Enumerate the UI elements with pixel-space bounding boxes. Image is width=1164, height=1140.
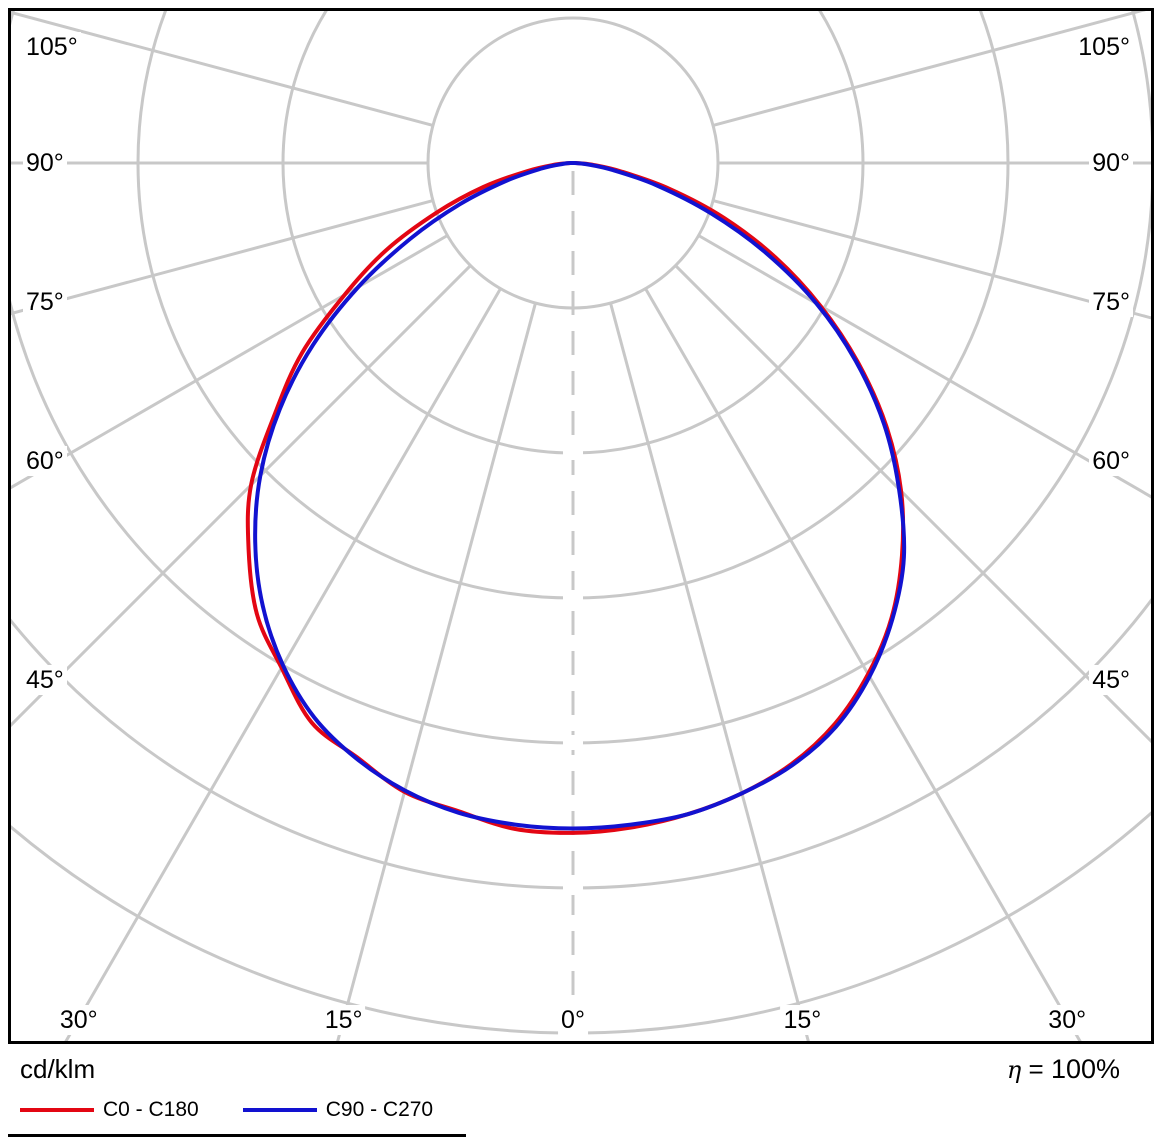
chart-footer: cd/klm η = 100% C0 - C180 C90 - C270: [8, 1054, 1154, 1137]
grid-radial-line: [712, 199, 1151, 320]
grid-radial-line: [11, 11, 434, 127]
ring-value-box: [563, 445, 583, 460]
grid-radial-line: [64, 287, 502, 1041]
legend-series-name: C90 - C270: [325, 1098, 434, 1121]
grid-radial-line: [644, 287, 1082, 1041]
legend-series-name: C0 - C180: [103, 1098, 199, 1121]
grid-radial-line: [11, 199, 434, 316]
efficiency-label: η = 100%: [1007, 1054, 1120, 1085]
grid-radial-line: [697, 234, 1151, 499]
grid-ring: [11, 11, 1151, 745]
grid-radial-line: [11, 234, 449, 490]
legend: C0 - C180 C90 - C270: [8, 1090, 466, 1137]
grid-radial-line: [609, 302, 810, 1041]
grid-radial-line: [674, 264, 1151, 744]
unit-label: cd/klm: [20, 1054, 96, 1084]
legend-item-c90-c270: C90 - C270: [242, 1098, 434, 1122]
polar-chart: [11, 11, 1151, 1041]
ring-value-box: [563, 735, 583, 750]
grid-radial-line: [712, 11, 1147, 127]
grid-radial-line: [11, 264, 472, 728]
grid-radial-line: [336, 302, 537, 1041]
ring-value-box: [563, 880, 583, 895]
ring-value-box: [563, 590, 583, 605]
legend-item-c0-c180: C0 - C180: [20, 1098, 199, 1122]
curve-c90-c270: [253, 161, 907, 831]
curve-c0-c180: [245, 161, 906, 835]
footer-top-row: cd/klm η = 100%: [8, 1054, 1154, 1090]
legend-swatch: [242, 1108, 317, 1112]
polar-chart-frame: 105° 90° 75° 60° 45° 105° 90° 75° 60° 45° 30° 15° 0°…: [8, 8, 1154, 1044]
legend-swatch: [20, 1108, 94, 1112]
eta-symbol: η: [1006, 1056, 1022, 1084]
efficiency-separator: =: [1021, 1054, 1051, 1084]
efficiency-value: 100%: [1050, 1054, 1120, 1084]
